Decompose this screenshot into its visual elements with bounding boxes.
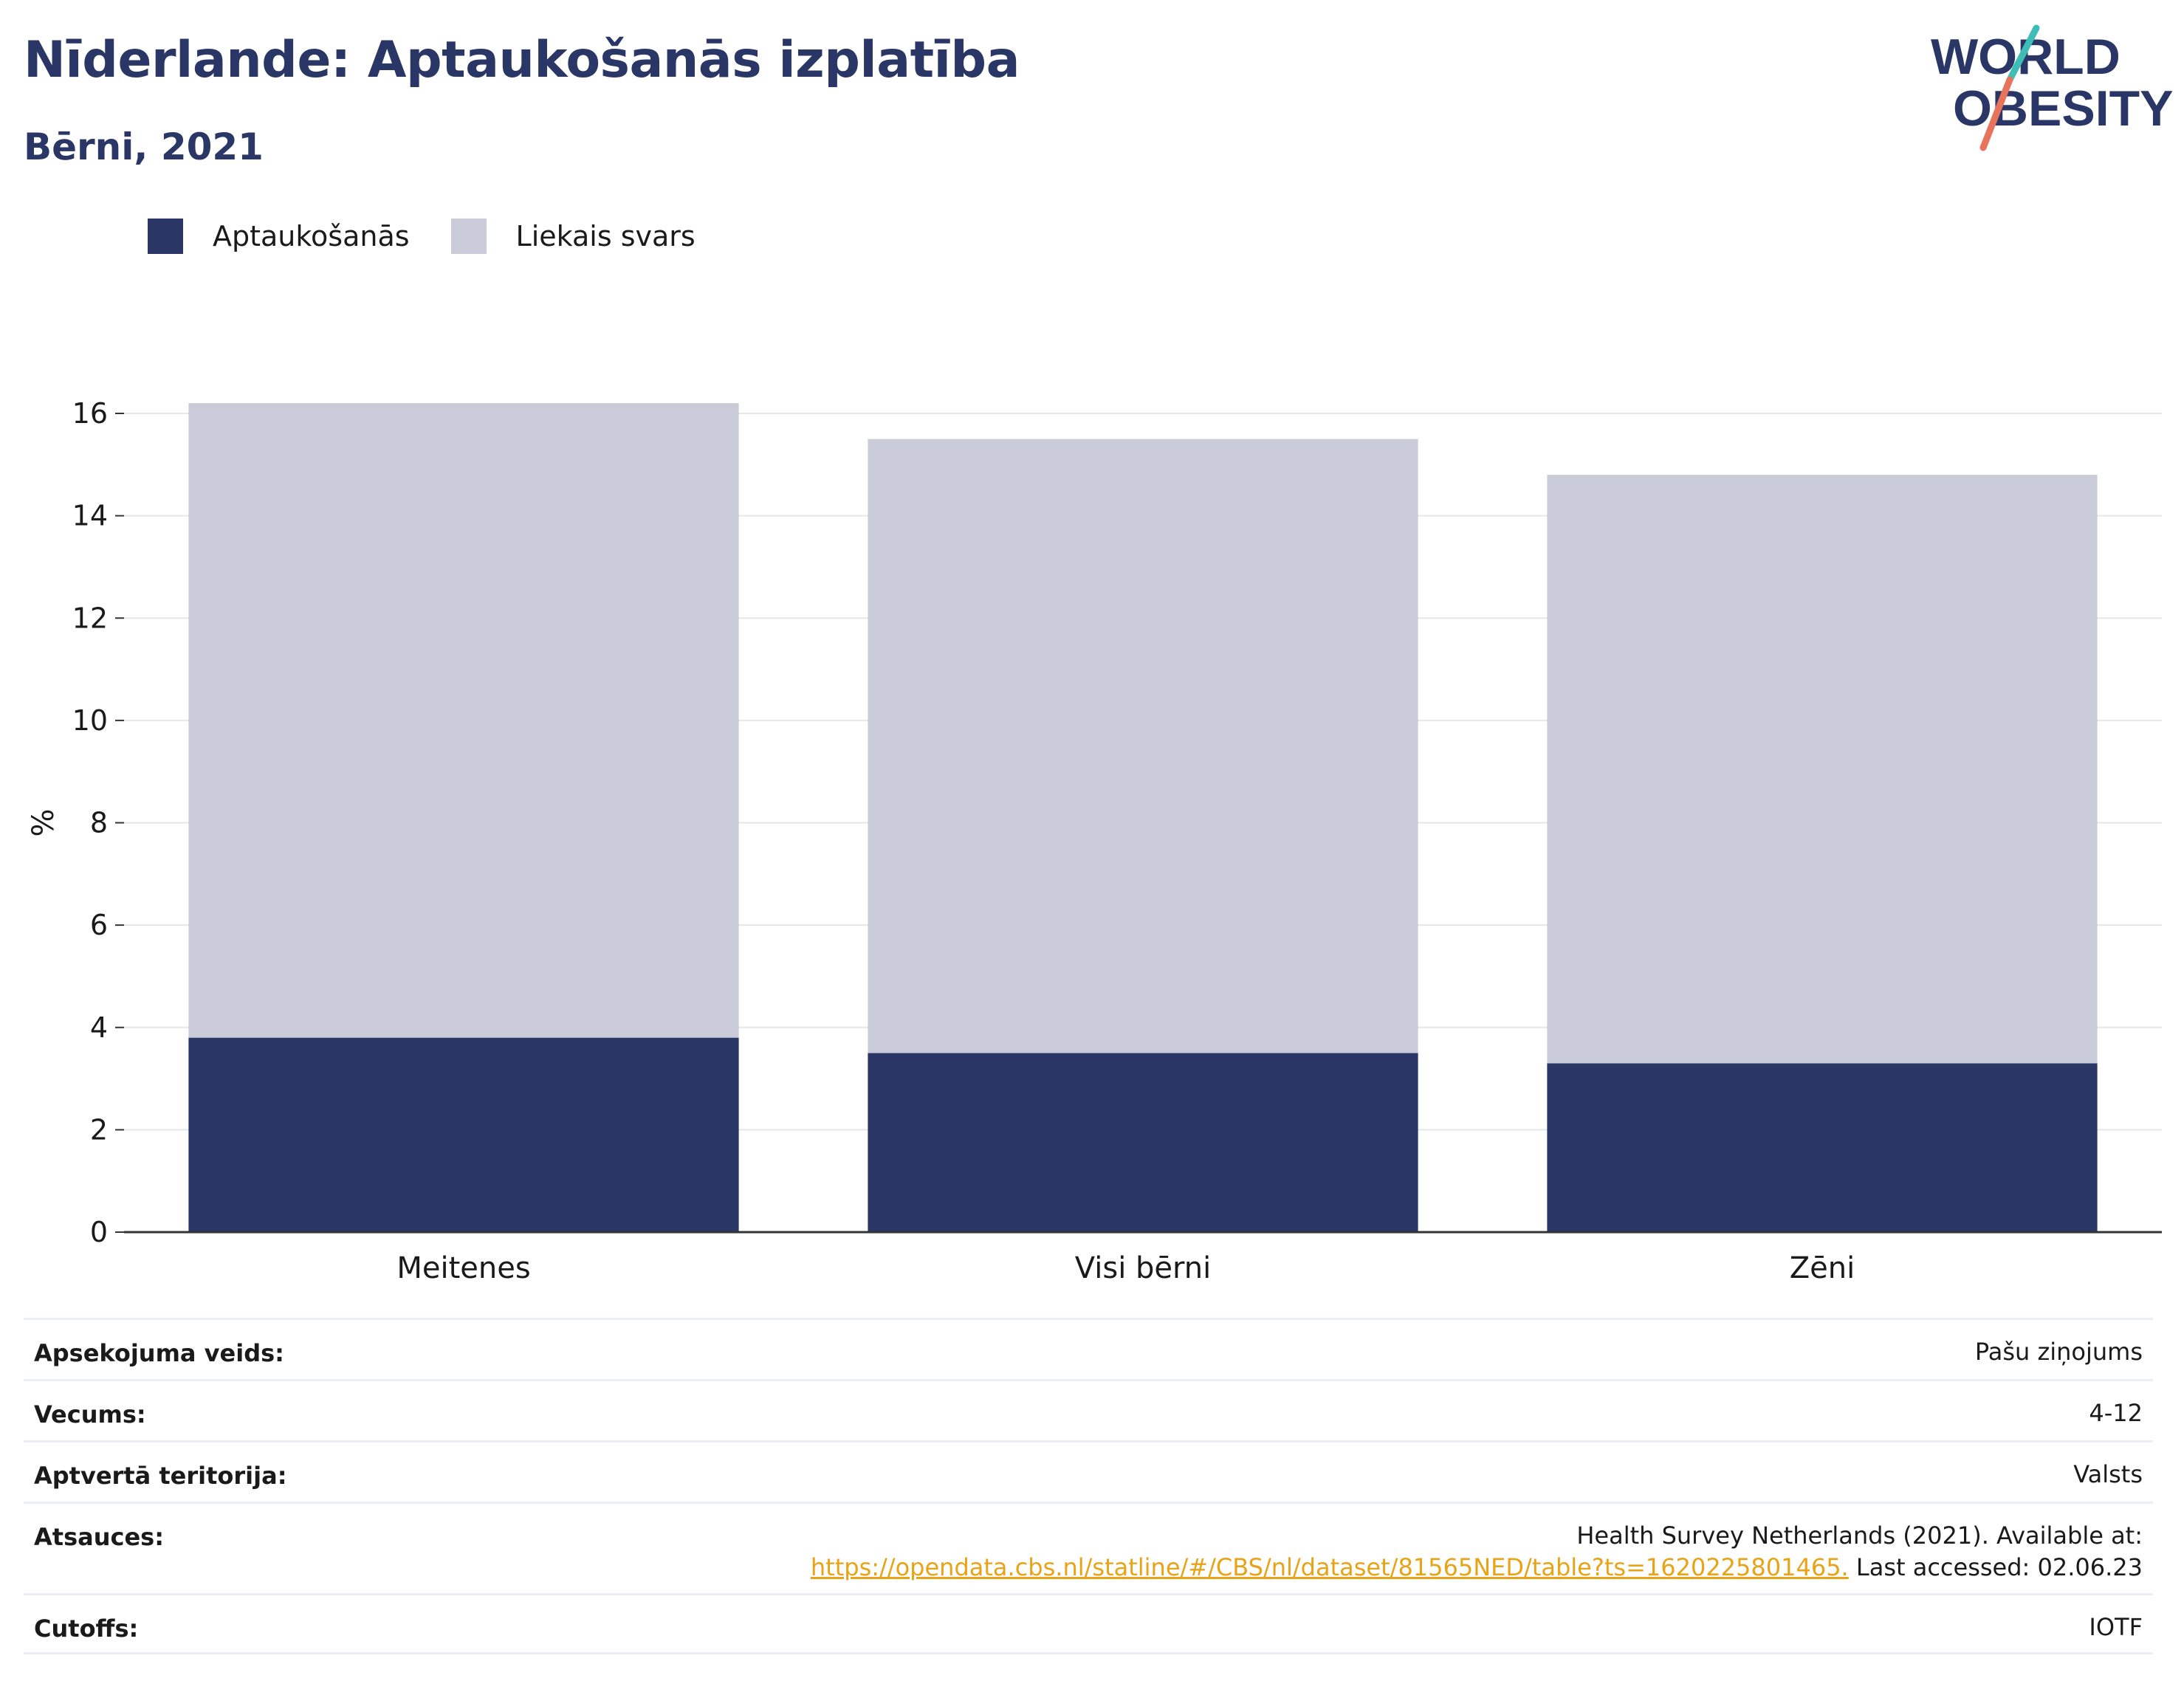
bar-overweight-1 <box>868 439 1418 1053</box>
legend-label-obesity: Aptaukošanās <box>213 220 410 252</box>
y-tick-label: 2 <box>90 1113 108 1146</box>
info-row-cutoffs: Cutoffs: IOTF <box>24 1593 2153 1654</box>
info-value: Valsts <box>2073 1460 2143 1488</box>
y-tick-label: 16 <box>72 397 108 430</box>
info-value: IOTF <box>2089 1613 2143 1641</box>
y-tick-label: 12 <box>72 602 108 634</box>
y-tick-label: 8 <box>90 807 108 839</box>
info-key: Vecums: <box>34 1400 146 1428</box>
info-key: Cutoffs: <box>34 1615 139 1643</box>
bar-overweight-0 <box>188 403 739 1038</box>
x-tick-label: Meitenes <box>396 1251 530 1285</box>
legend-swatch-obesity <box>148 219 183 254</box>
y-tick-label: 6 <box>90 909 108 941</box>
bar-obesity-1 <box>868 1053 1418 1232</box>
legend-swatch-overweight <box>450 219 487 254</box>
info-row-survey-type: Apsekojuma veids: Pašu ziņojums <box>24 1318 2153 1379</box>
legend-label-overweight: Liekais svars <box>515 220 696 252</box>
info-key: Aptvertā teritorija: <box>34 1462 287 1490</box>
info-value: Health Survey Netherlands (2021). Availa… <box>811 1520 2143 1584</box>
y-tick-label: 10 <box>72 704 108 737</box>
x-tick-label: Visi bērni <box>1075 1251 1211 1285</box>
legend-item-obesity[interactable]: Aptaukošanās <box>148 219 410 254</box>
y-tick-label: 14 <box>72 500 108 532</box>
logo-line2: OBESITY <box>1953 80 2174 137</box>
info-table: Apsekojuma veids: Pašu ziņojums Vecums: … <box>24 1318 2153 1654</box>
x-tick-label: Zēni <box>1790 1251 1855 1285</box>
bar-overweight-2 <box>1547 475 2098 1064</box>
info-value: Pašu ziņojums <box>1974 1338 2143 1366</box>
info-row-coverage: Aptvertā teritorija: Valsts <box>24 1440 2153 1502</box>
legend-item-overweight[interactable]: Liekais svars <box>450 219 696 254</box>
bar-obesity-0 <box>188 1037 739 1232</box>
chart-legend: Aptaukošanās Liekais svars <box>148 219 737 254</box>
chart-title: Nīderlande: Aptaukošanās izplatība <box>24 31 1020 89</box>
info-row-references: Atsauces: Health Survey Netherlands (202… <box>24 1502 2153 1593</box>
info-key: Atsauces: <box>34 1523 164 1551</box>
reference-text: Health Survey Netherlands (2021). Availa… <box>1576 1522 2143 1550</box>
logo-line1: WORLD <box>1931 29 2121 85</box>
logo-slash-bottom <box>1979 76 2013 151</box>
bar-obesity-2 <box>1547 1063 2098 1232</box>
reference-accessed: Last accessed: 02.06.23 <box>1848 1553 2143 1581</box>
reference-link[interactable]: https://opendata.cbs.nl/statline/#/CBS/n… <box>810 1553 1849 1581</box>
info-value: 4-12 <box>2089 1399 2143 1427</box>
info-key: Apsekojuma veids: <box>34 1339 284 1367</box>
y-axis-label: % <box>27 808 61 836</box>
info-row-age: Vecums: 4-12 <box>24 1379 2153 1440</box>
chart-subtitle: Bērni, 2021 <box>24 126 264 168</box>
y-tick-label: 4 <box>90 1011 108 1044</box>
logo-slash-top <box>2006 24 2040 83</box>
y-tick-label: 0 <box>90 1216 108 1248</box>
stacked-bar-chart: 0 2 4 6 8 10 12 14 16% Meitenes Visi bērni Zēni <box>27 397 2162 1285</box>
world-obesity-logo: WORLD OBESITY <box>1931 24 2174 151</box>
